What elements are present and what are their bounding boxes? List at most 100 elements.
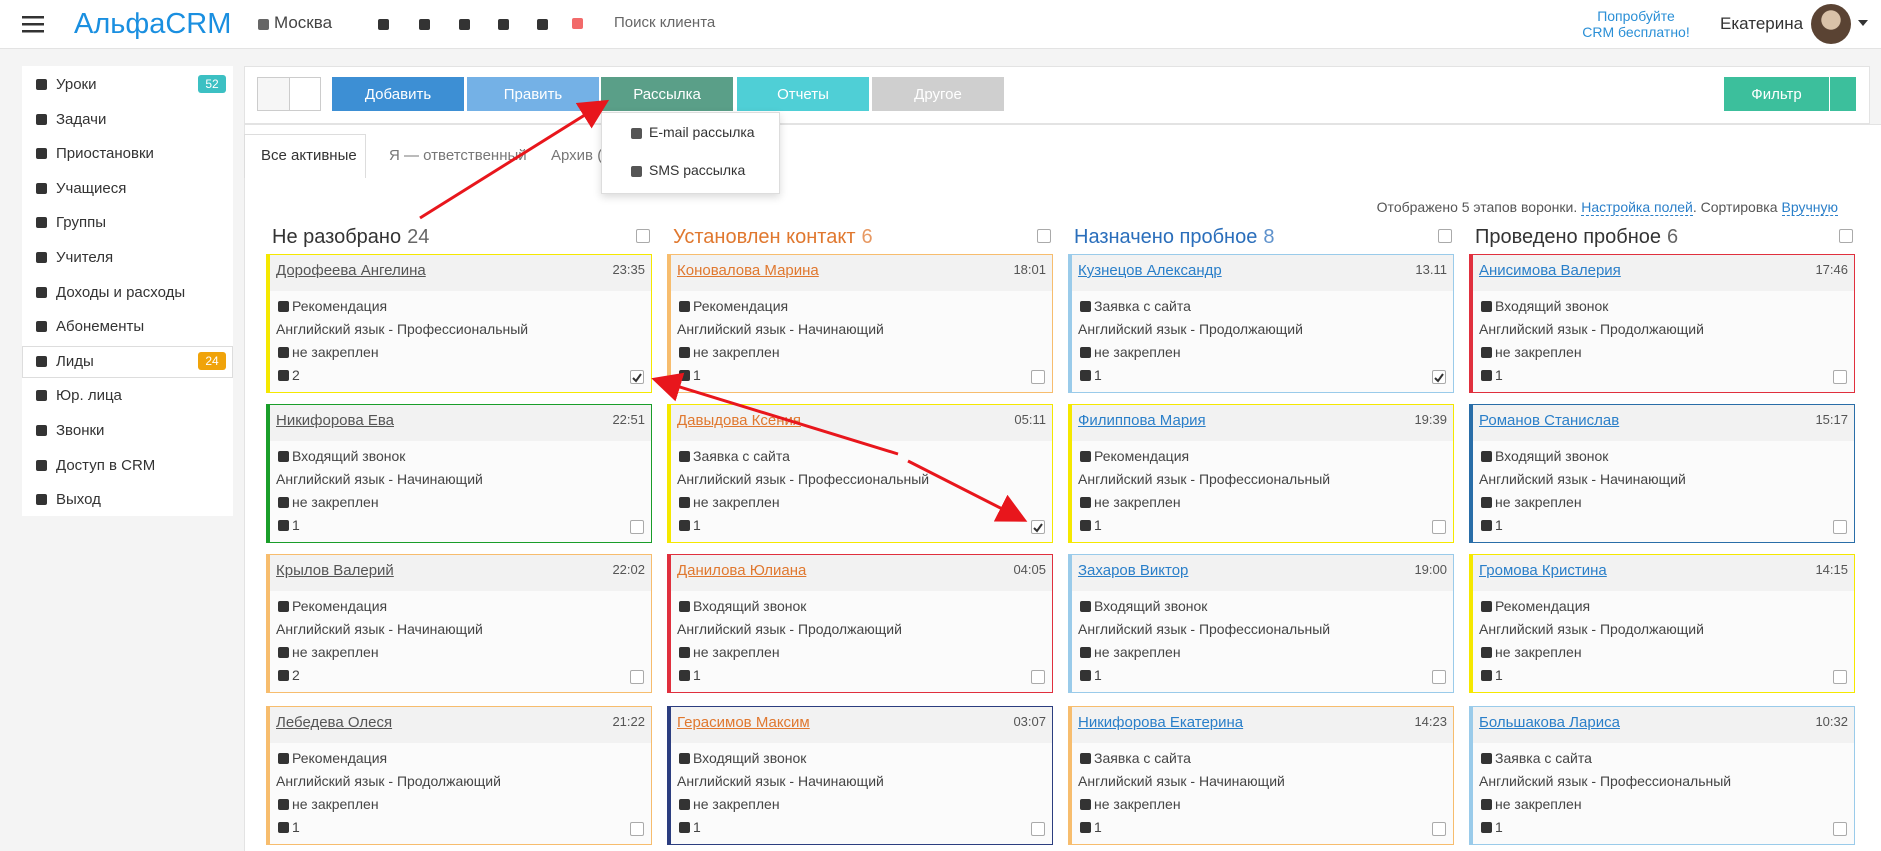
checkbox[interactable] [636, 229, 650, 243]
caret[interactable] [1858, 20, 1868, 26]
sidebar-item[interactable]: Доходы и расходы [56, 283, 186, 301]
lead-source: Заявка с сайта [1094, 750, 1191, 766]
lead-name[interactable]: Никифорова Ева [276, 412, 394, 429]
lead-name[interactable]: Громова Кристина [1479, 562, 1607, 579]
info-link[interactable]: Настройка полей [1581, 199, 1693, 216]
checkbox[interactable] [1432, 670, 1446, 684]
sidebar-item[interactable]: Приостановки [56, 145, 154, 163]
toolbar-button[interactable]: Рассылка [601, 77, 733, 111]
checkbox[interactable] [1833, 822, 1847, 836]
toolbar-button[interactable]: Править [467, 77, 599, 111]
avatar[interactable] [1811, 4, 1851, 44]
checkbox[interactable] [1031, 822, 1045, 836]
sidebar-item[interactable]: Задачи [56, 110, 107, 128]
checkbox[interactable] [630, 520, 644, 534]
lead-card[interactable]: Кузнецов Александр 13.11 Заявка с сайта Анг… [1068, 254, 1454, 393]
toolbar-button[interactable]: Добавить [332, 77, 464, 111]
checkbox[interactable] [1833, 370, 1847, 384]
lead-name[interactable]: Большакова Лариса [1479, 714, 1620, 731]
user-name[interactable]: Екатерина [1720, 14, 1804, 33]
view-toggle-board[interactable] [257, 77, 290, 111]
lead-card[interactable]: Данилова Юлиана 04:05 Входящий звонок Англи… [667, 554, 1053, 693]
lead-card[interactable]: Давыдова Ксения 05:11 Заявка с сайта Англий… [667, 404, 1053, 543]
lead-card[interactable]: Герасимов Максим 03:07 Входящий звонок Англ… [667, 706, 1053, 845]
checkbox[interactable] [1031, 370, 1045, 384]
menu-button[interactable] [22, 16, 46, 34]
lead-name[interactable]: Кузнецов Александр [1078, 262, 1222, 279]
checkbox[interactable] [1031, 520, 1045, 534]
sidebar-item[interactable]: Учащиеся [56, 179, 127, 197]
card-icon [1481, 370, 1492, 381]
column-count: 6 [1667, 226, 1679, 248]
lead-card[interactable]: Захаров Виктор 19:00 Входящий звонок Англий… [1068, 554, 1454, 693]
lead-name[interactable]: Крылов Валерий [276, 562, 394, 579]
lead-name[interactable]: Захаров Виктор [1078, 562, 1189, 579]
toolbar-button[interactable]: Отчеты [737, 77, 869, 111]
lead-card[interactable]: Филиппова Мария 19:39 Рекомендация Английск… [1068, 404, 1454, 543]
lead-card[interactable]: Никифорова Ева 22:51 Входящий звонок Англий… [266, 404, 652, 543]
card-head [1072, 707, 1453, 743]
lead-name[interactable]: Филиппова Мария [1078, 412, 1206, 429]
lead-name[interactable]: Давыдова Ксения [677, 412, 802, 429]
checkbox[interactable] [1037, 229, 1051, 243]
lead-card[interactable]: Никифорова Екатерина 14:23 Заявка с сайта А… [1068, 706, 1454, 845]
lead-card[interactable]: Анисимова Валерия 17:46 Входящий звонок Анг… [1469, 254, 1855, 393]
checkbox[interactable] [1833, 520, 1847, 534]
lead-name[interactable]: Коновалова Марина [677, 262, 819, 279]
lead-card[interactable]: Лебедева Олеся 21:22 Рекомендация Английски… [266, 706, 652, 845]
logo[interactable]: АльфаCRM [74, 8, 232, 40]
city-select[interactable]: Москва [274, 13, 333, 32]
button-label: Фильтр [1751, 85, 1802, 103]
checkbox[interactable] [1833, 670, 1847, 684]
sidebar-item[interactable]: Доступ в CRM [56, 456, 156, 474]
lead-name[interactable]: Романов Станислав [1479, 412, 1620, 429]
lead-card[interactable]: Романов Станислав 15:17 Входящий звонок Анг… [1469, 404, 1855, 543]
tab-active[interactable] [244, 134, 366, 178]
dropdown-item[interactable]: SMS рассылка [649, 162, 746, 178]
search-input[interactable]: Поиск клиента [614, 14, 716, 31]
lead-card[interactable]: Коновалова Марина 18:01 Рекомендация Англий… [667, 254, 1053, 393]
checkbox[interactable] [1031, 670, 1045, 684]
lead-name[interactable]: Герасимов Максим [677, 714, 810, 731]
sidebar-item[interactable]: Группы [56, 214, 106, 232]
checkbox[interactable] [1438, 229, 1452, 243]
sidebar-item[interactable]: Юр. лица [56, 387, 122, 405]
lead-name[interactable]: Лебедева Олеся [276, 714, 393, 731]
checkbox[interactable] [630, 370, 644, 384]
checkbox[interactable] [1432, 370, 1446, 384]
filter-button[interactable]: Фильтр [1724, 77, 1829, 111]
card-head [1072, 555, 1453, 591]
sidebar-item[interactable]: Абонементы [56, 318, 145, 336]
tab[interactable]: Я — ответственный [389, 147, 527, 164]
sidebar-item[interactable]: Учителя [56, 249, 114, 266]
checkbox[interactable] [1432, 520, 1446, 534]
card-icon [1481, 670, 1492, 681]
lead-name[interactable]: Данилова Юлиана [677, 562, 807, 579]
sidebar-item[interactable]: Звонки [56, 422, 105, 439]
view-toggle-list[interactable] [289, 77, 321, 111]
lead-name[interactable]: Никифорова Екатерина [1078, 714, 1244, 731]
sidebar-item[interactable]: Лиды [56, 352, 94, 370]
promo-link[interactable]: Попробуйте CRM бесплатно! [1566, 8, 1706, 40]
checkbox[interactable] [1839, 229, 1853, 243]
lead-name[interactable]: Дорофеева Ангелина [276, 262, 426, 279]
lead-name[interactable]: Анисимова Валерия [1479, 262, 1621, 279]
check-mark [1033, 523, 1043, 533]
tab[interactable]: Архив ( [551, 147, 603, 164]
lead-course: Английский язык - Продолжающий [1078, 321, 1303, 337]
tab[interactable]: Все активные [261, 147, 357, 164]
lead-card[interactable]: Громова Кристина 14:15 Рекомендация Английс… [1469, 554, 1855, 693]
checkbox[interactable] [1432, 822, 1446, 836]
lead-source: Входящий звонок [292, 448, 406, 464]
checkbox[interactable] [630, 670, 644, 684]
sidebar-item[interactable]: Уроки [56, 76, 97, 93]
sidebar-item[interactable]: Выход [56, 491, 101, 509]
dropdown-item[interactable]: E-mail рассылка [649, 124, 755, 140]
checkbox[interactable] [630, 822, 644, 836]
lead-card[interactable]: Крылов Валерий 22:02 Рекомендация Английски… [266, 554, 652, 693]
toolbar-button[interactable]: Другое [872, 77, 1004, 111]
filter-caret[interactable] [1830, 77, 1856, 111]
lead-card[interactable]: Дорофеева Ангелина 23:35 Рекомендация Англи… [266, 254, 652, 393]
lead-card[interactable]: Большакова Лариса 10:32 Заявка с сайта Англ… [1469, 706, 1855, 845]
info-link[interactable]: Вручную [1781, 199, 1838, 216]
